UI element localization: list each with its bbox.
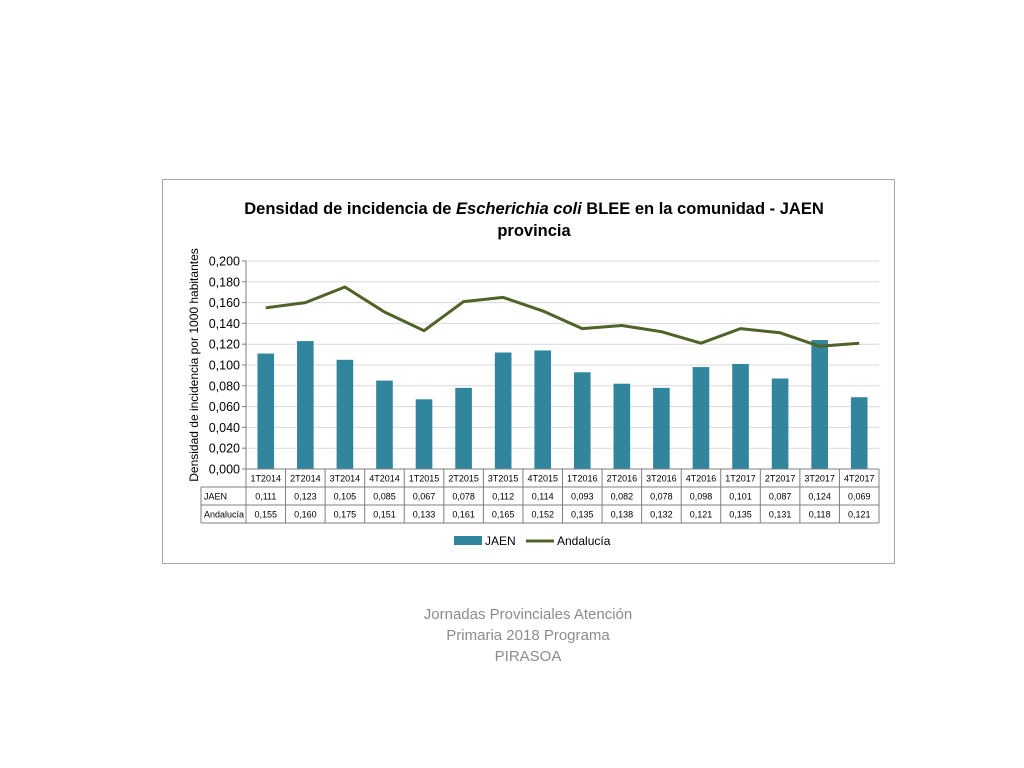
plot-layer: 0,000 0,020 0,040 0,060 0,080 0,100 0,120 0,140… (200, 255, 880, 548)
category-label: 2T2017 (765, 474, 796, 484)
caption-line-2: Primaria 2018 Programa (446, 627, 610, 644)
y-tick-label: 0,080 (209, 379, 240, 393)
table-cell-andalucia: 0,165 (492, 510, 515, 520)
table-cell-andalucia: 0,131 (769, 510, 792, 520)
chart-title-line2: provincia (497, 222, 571, 240)
y-tick-label: 0,180 (209, 275, 240, 289)
y-tick-label: 0,100 (209, 359, 240, 373)
table-row-header: Andalucía (204, 510, 244, 520)
bar-jaen (771, 378, 789, 469)
table-cell-jaen: 0,112 (492, 492, 514, 502)
table-cell-jaen: 0,078 (452, 492, 475, 502)
table-cell-andalucia: 0,132 (650, 510, 673, 520)
category-label: 1T2015 (409, 474, 440, 484)
category-label: 2T2016 (607, 474, 638, 484)
table-cell-andalucia: 0,121 (848, 510, 871, 520)
bar-jaen (455, 387, 472, 469)
y-axis-label: Densidad de incidencia por 1000 habitant… (187, 248, 201, 482)
table-cell-jaen: 0,105 (334, 492, 357, 502)
table-cell-jaen: 0,082 (611, 492, 634, 502)
category-label: 4T2014 (369, 474, 400, 484)
table-cell-jaen: 0,111 (255, 492, 276, 502)
table-cell-jaen: 0,093 (571, 492, 594, 502)
table-cell-andalucia: 0,160 (294, 510, 317, 520)
table-cell-jaen: 0,098 (690, 492, 713, 502)
y-tick-label: 0,120 (209, 338, 240, 352)
y-tick-label: 0,060 (209, 400, 240, 414)
category-label: 3T2014 (330, 474, 361, 484)
table-cell-andalucia: 0,155 (255, 510, 278, 520)
category-label: 2T2015 (448, 474, 479, 484)
table-cell-andalucia: 0,152 (531, 510, 554, 520)
table-cell-jaen: 0,078 (650, 492, 673, 502)
category-label: 1T2017 (725, 474, 756, 484)
legend-swatch-jaen (454, 536, 482, 545)
table-row-header: JAEN (204, 492, 227, 502)
table-cell-jaen: 0,123 (294, 492, 317, 502)
category-label: 4T2016 (686, 474, 717, 484)
table-cell-andalucia: 0,121 (690, 510, 713, 520)
y-tick-label: 0,040 (209, 421, 240, 435)
category-label: 3T2015 (488, 474, 519, 484)
y-tick-label: 0,160 (209, 296, 240, 310)
bar-jaen (850, 397, 868, 469)
table-cell-andalucia: 0,118 (809, 510, 831, 520)
legend-label-andalucia: Andalucía (557, 534, 611, 548)
bar-jaen (494, 352, 512, 469)
table-cell-andalucia: 0,135 (729, 510, 752, 520)
legend-label-jaen: JAEN (485, 534, 516, 548)
title-part-2: Escherichia coli (456, 200, 582, 218)
table-cell-jaen: 0,087 (769, 492, 792, 502)
line-andalucia (265, 285, 860, 348)
table-cell-andalucia: 0,175 (334, 510, 357, 520)
y-tick-label: 0,140 (209, 317, 240, 331)
bar-jaen (653, 387, 670, 469)
bar-jaen (297, 341, 314, 469)
bar-jaen (692, 367, 710, 469)
title-part-3: BLEE en la comunidad - JAEN (582, 200, 824, 218)
category-label: 4T2017 (844, 474, 875, 484)
slide-caption: Jornadas Provinciales Atención Primaria … (388, 604, 668, 667)
caption-line-1: Jornadas Provinciales Atención (423, 606, 633, 623)
table-cell-andalucia: 0,151 (373, 510, 396, 520)
caption-line-3: PIRASOA (494, 648, 562, 665)
y-tick-label: 0,020 (209, 442, 240, 456)
bar-jaen (376, 380, 393, 469)
category-label: 3T2016 (646, 474, 677, 484)
category-label: 1T2016 (567, 474, 598, 484)
title-part-1: Densidad de incidencia de (244, 200, 456, 218)
table-cell-andalucia: 0,138 (611, 510, 634, 520)
table-cell-jaen: 0,114 (532, 492, 554, 502)
chart-svg: Densidad de incidencia de Escherichia co… (187, 200, 880, 548)
table-cell-jaen: 0,124 (808, 492, 831, 502)
bar-jaen (257, 353, 275, 469)
bar-jaen (534, 350, 552, 469)
table-cell-andalucia: 0,161 (452, 510, 475, 520)
bar-jaen (415, 399, 433, 469)
category-label: 3T2017 (804, 474, 835, 484)
table-cell-andalucia: 0,135 (571, 510, 594, 520)
bar-jaen (811, 340, 828, 469)
y-tick-label: 0,000 (209, 463, 240, 477)
y-tick-label: 0,200 (209, 255, 240, 269)
chart-title-line1: Densidad de incidencia de Escherichia co… (244, 200, 824, 218)
category-label: 1T2014 (251, 474, 282, 484)
bar-jaen (573, 372, 591, 469)
category-label: 4T2015 (527, 474, 558, 484)
table-cell-jaen: 0,085 (373, 492, 396, 502)
table-cell-jaen: 0,069 (848, 492, 871, 502)
chart-frame: Densidad de incidencia de Escherichia co… (162, 179, 895, 564)
table-cell-andalucia: 0,133 (413, 510, 436, 520)
bar-jaen (613, 383, 631, 469)
bar-jaen (336, 359, 354, 469)
category-label: 2T2014 (290, 474, 321, 484)
bar-jaen (732, 363, 749, 469)
table-cell-jaen: 0,101 (729, 492, 752, 502)
table-cell-jaen: 0,067 (413, 492, 436, 502)
